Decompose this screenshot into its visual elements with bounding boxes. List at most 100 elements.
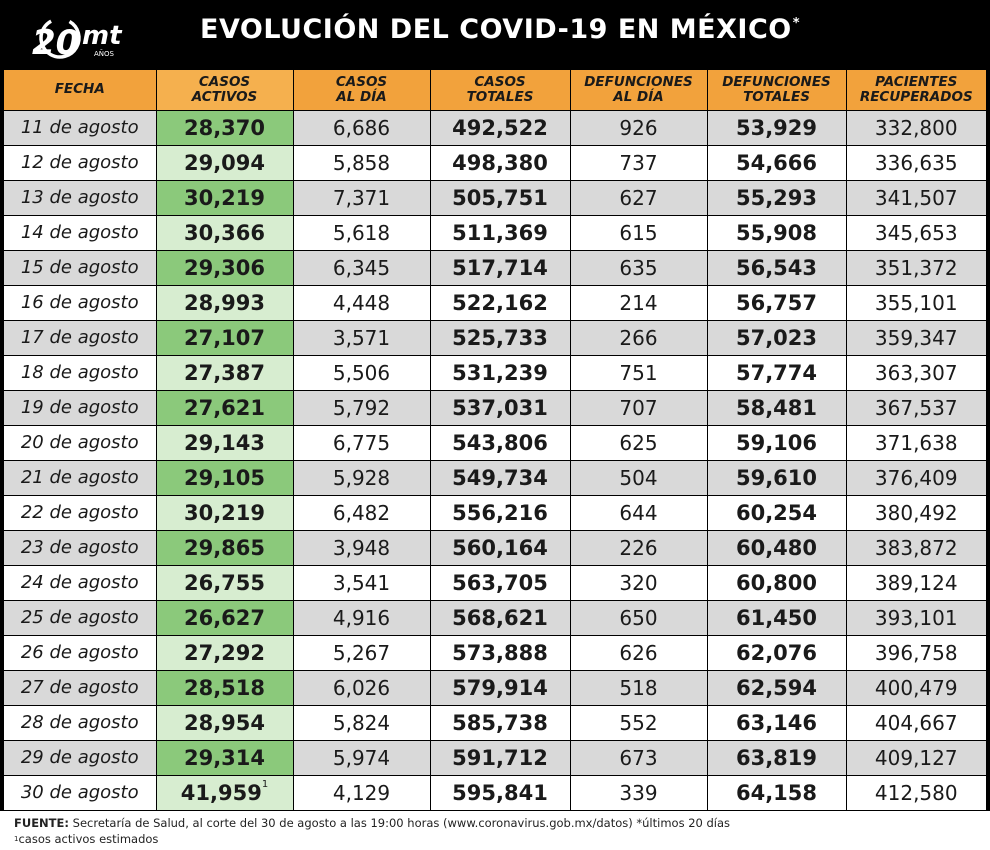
cell-value: 332,800 bbox=[874, 115, 958, 140]
cell-value: 18 de agosto bbox=[20, 362, 139, 383]
cell-casos-totales: 560,164 bbox=[430, 530, 571, 566]
footer-note-text: casos activos estimados bbox=[18, 832, 159, 846]
cell-value: 54,666 bbox=[735, 150, 818, 175]
cell-casos-activos: 30,219 bbox=[156, 495, 294, 531]
cell-casos-totales: 517,714 bbox=[430, 250, 571, 286]
cell-defunciones-al-dia: 615 bbox=[570, 215, 708, 251]
cell-value: 21 de agosto bbox=[20, 467, 139, 488]
cell-pacientes-recuperados: 389,124 bbox=[846, 565, 986, 601]
cell-casos-activos: 26,627 bbox=[156, 600, 294, 636]
cell-pacientes-recuperados: 332,800 bbox=[846, 110, 986, 146]
cell-casos-activos: 28,518 bbox=[156, 670, 294, 706]
cell-pacientes-recuperados: 371,638 bbox=[846, 425, 986, 461]
cell-casos-totales: 595,841 bbox=[430, 775, 571, 811]
cell-casos-al-dia: 6,026 bbox=[293, 670, 431, 706]
cell-defunciones-al-dia: 320 bbox=[570, 565, 708, 601]
cell-casos-totales: 537,031 bbox=[430, 390, 571, 426]
cell-casos-al-dia: 7,371 bbox=[293, 180, 431, 216]
cell-defunciones-totales: 56,543 bbox=[707, 250, 847, 286]
milenio-20-years-logo: 20 mt AÑOS bbox=[32, 17, 123, 63]
cell-value: 61,450 bbox=[735, 605, 818, 630]
cell-defunciones-totales: 57,023 bbox=[707, 320, 847, 356]
table-row: 25 de agosto 26,627 4,916 568,621 650 61,450 3… bbox=[4, 600, 986, 636]
cell-fecha: 21 de agosto bbox=[4, 460, 157, 496]
table-row: 24 de agosto 26,755 3,541 563,705 320 60,800 3… bbox=[4, 565, 986, 601]
cell-fecha: 30 de agosto bbox=[4, 775, 157, 811]
cell-defunciones-totales: 54,666 bbox=[707, 145, 847, 181]
cell-value: 707 bbox=[619, 395, 658, 420]
cell-value: 27,387 bbox=[183, 360, 266, 385]
cell-pacientes-recuperados: 376,409 bbox=[846, 460, 986, 496]
cell-value: 4,129 bbox=[332, 780, 391, 805]
cell-value: 504 bbox=[619, 465, 658, 490]
footer-note-mark: 1 bbox=[14, 835, 19, 843]
cell-value: 627 bbox=[619, 185, 658, 210]
cell-casos-al-dia: 5,792 bbox=[293, 390, 431, 426]
cell-value: 41,959 bbox=[180, 780, 262, 805]
cell-fecha: 16 de agosto bbox=[4, 285, 157, 321]
cell-casos-activos: 27,387 bbox=[156, 355, 294, 391]
cell-value: 4,916 bbox=[332, 605, 391, 630]
cell-value: 320 bbox=[619, 570, 658, 595]
column-header-casos-totales: CASOS TOTALES bbox=[430, 70, 571, 111]
cell-defunciones-totales: 58,481 bbox=[707, 390, 847, 426]
cell-defunciones-al-dia: 552 bbox=[570, 705, 708, 741]
cell-casos-totales: 563,705 bbox=[430, 565, 571, 601]
cell-pacientes-recuperados: 380,492 bbox=[846, 495, 986, 531]
cell-casos-activos: 28,954 bbox=[156, 705, 294, 741]
table-row: 11 de agosto 28,370 6,686 492,522 926 53,929 3… bbox=[4, 110, 986, 146]
cell-defunciones-totales: 55,908 bbox=[707, 215, 847, 251]
cell-pacientes-recuperados: 355,101 bbox=[846, 285, 986, 321]
cell-defunciones-al-dia: 635 bbox=[570, 250, 708, 286]
logo-text: mt bbox=[82, 21, 123, 51]
cell-casos-totales: 522,162 bbox=[430, 285, 571, 321]
cell-pacientes-recuperados: 404,667 bbox=[846, 705, 986, 741]
cell-value: 62,594 bbox=[735, 675, 818, 700]
cell-value: 26,755 bbox=[183, 570, 266, 595]
column-header-line: DEFUNCIONES bbox=[584, 73, 693, 90]
cell-fecha: 18 de agosto bbox=[4, 355, 157, 391]
cell-value: 13 de agosto bbox=[20, 187, 139, 208]
cell-casos-totales: 573,888 bbox=[430, 635, 571, 671]
cell-value: 409,127 bbox=[874, 745, 958, 770]
cell-defunciones-al-dia: 626 bbox=[570, 635, 708, 671]
cell-value: 56,543 bbox=[735, 255, 818, 280]
cell-defunciones-totales: 59,610 bbox=[707, 460, 847, 496]
cell-pacientes-recuperados: 367,537 bbox=[846, 390, 986, 426]
cell-defunciones-totales: 60,254 bbox=[707, 495, 847, 531]
cell-defunciones-totales: 56,757 bbox=[707, 285, 847, 321]
cell-value: 525,733 bbox=[452, 325, 548, 350]
cell-casos-totales: 543,806 bbox=[430, 425, 571, 461]
cell-casos-totales: 511,369 bbox=[430, 215, 571, 251]
covid-table: FECHA CASOS ACTIVOS CASOS AL DÍA CASOS TOTALES… bbox=[4, 70, 986, 811]
cell-pacientes-recuperados: 359,347 bbox=[846, 320, 986, 356]
cell-pacientes-recuperados: 396,758 bbox=[846, 635, 986, 671]
table-row: 21 de agosto 29,105 5,928 549,734 504 59,610 3… bbox=[4, 460, 986, 496]
column-header-line: AL DÍA bbox=[613, 88, 664, 105]
cell-defunciones-al-dia: 673 bbox=[570, 740, 708, 776]
column-header-defunciones-al-dia: DEFUNCIONES AL DÍA bbox=[570, 70, 708, 111]
cell-pacientes-recuperados: 383,872 bbox=[846, 530, 986, 566]
cell-value: 518 bbox=[619, 675, 658, 700]
cell-value: 29,314 bbox=[183, 745, 266, 770]
cell-defunciones-totales: 63,819 bbox=[707, 740, 847, 776]
cell-defunciones-al-dia: 625 bbox=[570, 425, 708, 461]
cell-casos-activos: 27,292 bbox=[156, 635, 294, 671]
cell-pacientes-recuperados: 363,307 bbox=[846, 355, 986, 391]
column-header-line: TOTALES bbox=[466, 88, 534, 105]
cell-value: 380,492 bbox=[874, 500, 958, 525]
cell-value: 5,858 bbox=[332, 150, 391, 175]
cell-value: 27 de agosto bbox=[20, 677, 139, 698]
cell-value: 29 de agosto bbox=[20, 747, 139, 768]
cell-value: 543,806 bbox=[452, 430, 548, 455]
cell-value: 28,993 bbox=[183, 290, 266, 315]
cell-value: 30,219 bbox=[183, 500, 266, 525]
table-row: 18 de agosto 27,387 5,506 531,239 751 57,774 3… bbox=[4, 355, 986, 391]
column-header-line: FECHA bbox=[54, 81, 105, 98]
cell-casos-totales: 505,751 bbox=[430, 180, 571, 216]
cell-value: 650 bbox=[619, 605, 658, 630]
cell-casos-activos: 26,755 bbox=[156, 565, 294, 601]
cell-value: 53,929 bbox=[735, 115, 818, 140]
cell-value: 531,239 bbox=[452, 360, 548, 385]
cell-value: 926 bbox=[619, 115, 658, 140]
